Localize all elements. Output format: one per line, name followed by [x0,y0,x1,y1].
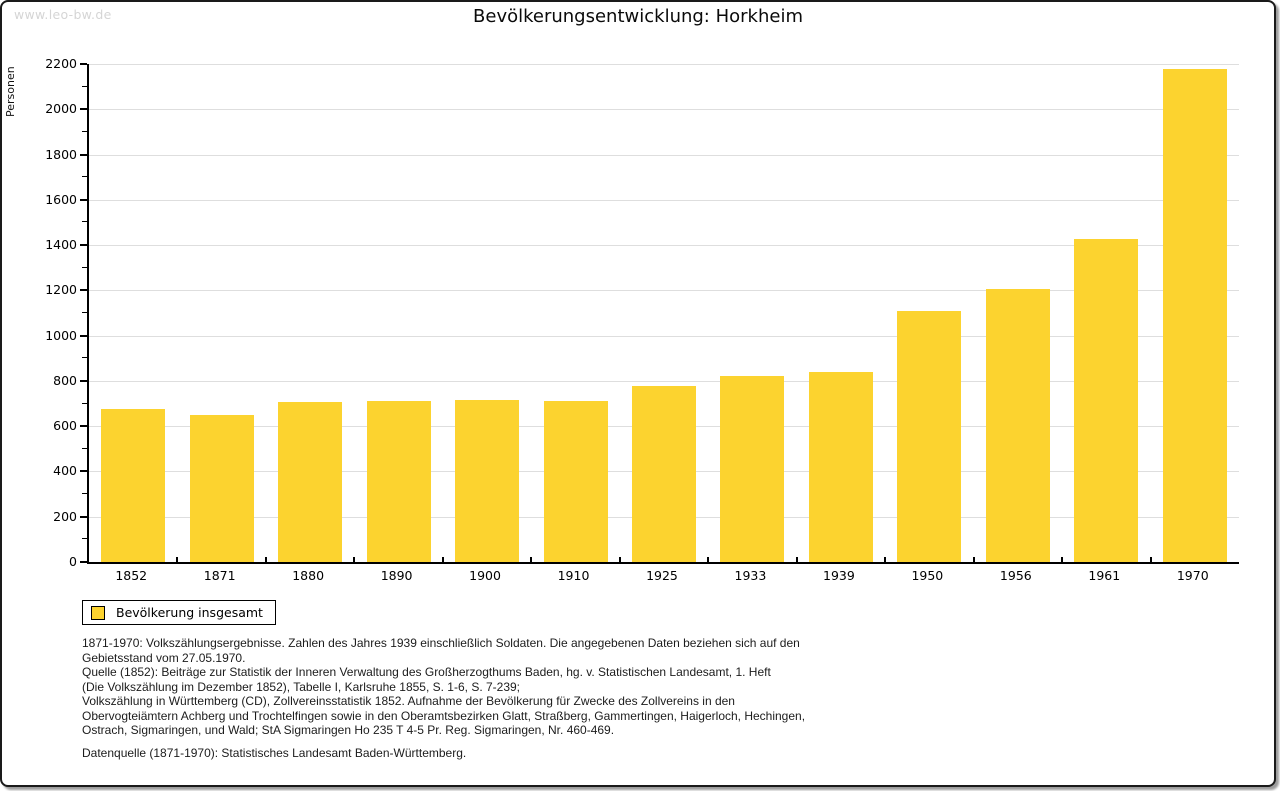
x-tick-label-1956: 1956 [999,568,1032,583]
bar-1880 [278,401,343,562]
y-tick-label-2000: 2000 [45,101,77,117]
x-tick-label-1939: 1939 [823,568,855,583]
y-axis-tick [80,289,87,292]
y-axis-tick [82,357,87,359]
y-axis-tick [82,402,87,404]
x-axis-tick [441,557,444,562]
bar-1890 [366,401,431,562]
footnotes: 1871-1970: Volkszählungsergebnisse. Zahl… [82,636,1202,760]
bar-1871 [189,415,254,562]
y-axis-tick [80,63,87,65]
y-tick-label-0: 0 [69,554,77,569]
plot-area [87,64,1239,564]
y-tick-label-1600: 1600 [45,191,77,207]
x-axis-tick [1149,557,1152,562]
y-axis-tick [82,538,87,540]
y-axis-tick [80,334,87,337]
bar-1950 [897,311,962,562]
x-tick-label-1871: 1871 [203,568,236,583]
footnote-line: (Die Volkszählung im Dezember 1852), Tab… [82,679,521,694]
x-tick-label-1910: 1910 [557,568,590,583]
footnote-line: Volkszählung in Württemberg (CD), Zollve… [82,694,735,709]
y-axis-title: Personen [4,66,17,117]
legend: Bevölkerung insgesamt [82,600,276,625]
y-tick-label-1000: 1000 [45,327,77,343]
x-tick-label-1950: 1950 [911,568,944,583]
bar-1852 [101,408,166,562]
y-axis-tick [82,312,87,313]
chart-title: Bevölkerungsentwicklung: Horkheim [473,6,803,27]
bar-1961 [1074,238,1139,562]
gridline-2000 [89,109,1239,111]
gridline-1400 [89,245,1239,247]
x-tick-label-1880: 1880 [292,568,325,583]
legend-swatch [91,605,105,620]
footnote-line: Ostrach, Sigmaringen, und Wald; StA Sigm… [82,723,615,738]
gridline-1800 [89,154,1239,156]
gridline-1600 [89,199,1239,201]
y-axis-tick [80,379,87,382]
x-tick-label-1900: 1900 [469,568,501,583]
x-tick-label-1961: 1961 [1088,568,1121,583]
bar-1900 [455,399,520,562]
y-axis-tick [82,130,87,132]
footnote-line: Gebietsstand vom 27.05.1970. [82,650,246,665]
x-axis-tick [1061,557,1064,562]
x-axis-tick [176,557,179,562]
y-axis-tick [82,266,87,268]
bar-1970 [1162,69,1227,562]
y-axis-tick [82,221,87,223]
y-axis-tick [80,561,87,563]
footnote-line: Quelle (1852): Beiträge zur Statistik de… [82,665,771,680]
y-tick-label-2200: 2200 [45,56,77,71]
gridline-2200 [89,64,1239,65]
x-tick-label-1925: 1925 [646,568,678,583]
y-tick-label-600: 600 [53,418,77,434]
x-tick-label-1933: 1933 [734,568,767,583]
x-axis-tick [972,557,975,562]
bar-1925 [632,386,696,562]
bar-1910 [543,401,608,562]
x-tick-label-1970: 1970 [1176,568,1209,583]
gridline-1200 [89,290,1239,292]
y-axis-tick [82,176,87,178]
y-axis-tick [80,425,87,428]
x-tick-label-1852: 1852 [115,568,148,583]
watermark: www.leo-bw.de [14,7,112,22]
y-axis-tick [82,447,87,449]
y-tick-label-1400: 1400 [45,237,77,253]
x-axis-tick [884,557,887,562]
bar-1956 [985,289,1050,562]
bar-1939 [808,371,873,562]
gridline-800 [89,380,1239,382]
x-axis-tick [264,557,267,562]
legend-label: Bevölkerung insgesamt [116,605,263,620]
bar-1933 [720,375,785,562]
y-axis-tick [80,153,87,156]
datasource-line: Datenquelle (1871-1970): Statistisches L… [82,745,467,760]
x-axis-tick [618,557,621,562]
x-axis-tick [353,557,356,562]
gridline-1000 [89,335,1239,337]
y-tick-label-200: 200 [53,508,77,524]
y-axis-tick [80,470,87,473]
x-axis-tick [530,557,533,562]
footnote-line: Obervogteiämtern Achberg und Trochtelfin… [82,708,806,723]
y-axis-tick [82,85,87,87]
x-tick-label-1890: 1890 [380,568,413,583]
x-axis-tick [795,557,798,562]
y-axis-tick [80,198,87,201]
y-tick-label-800: 800 [53,372,77,388]
y-tick-label-1200: 1200 [45,282,77,298]
x-axis-tick [707,557,710,562]
y-tick-label-400: 400 [53,463,77,479]
y-axis-tick [80,108,87,111]
y-axis-tick [82,493,87,495]
y-axis-tick [80,515,87,518]
footnote-line: 1871-1970: Volkszählungsergebnisse. Zahl… [82,636,800,650]
y-axis-tick [80,244,87,247]
y-tick-label-1800: 1800 [45,146,77,162]
